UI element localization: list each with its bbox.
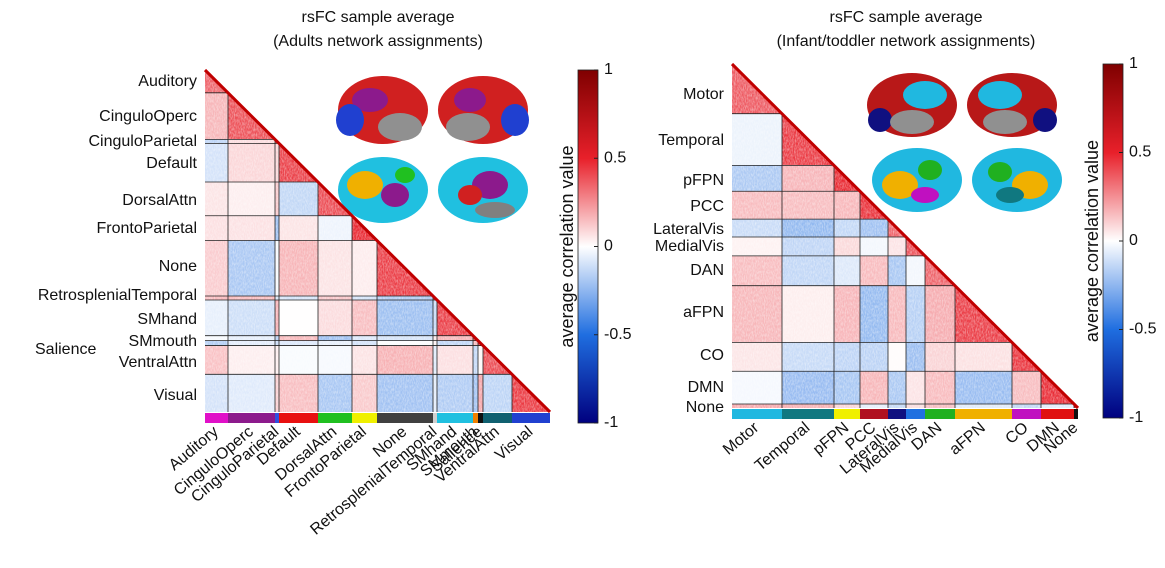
brain-inset-adult	[336, 76, 529, 223]
colorbar-tick-label: -1	[604, 414, 618, 431]
network-label-bottom: aFPN	[947, 419, 989, 458]
network-color	[782, 409, 834, 419]
network-color	[377, 413, 433, 423]
network-label: RetrosplenialTemporal	[38, 287, 197, 304]
colorbar-tick-label: -1	[1129, 409, 1143, 426]
network-label: SMmouth	[129, 333, 197, 350]
panel-title: rsFC sample average	[830, 9, 983, 26]
network-label: Salience	[35, 341, 96, 358]
network-label: DMN	[688, 379, 724, 396]
network-label: DAN	[690, 262, 724, 279]
network-label: None	[686, 399, 724, 416]
panel-title: rsFC sample average	[302, 9, 455, 26]
network-color	[860, 409, 888, 419]
colorbar-tick-label: 0.5	[1129, 144, 1151, 161]
brain-inset-infant	[867, 73, 1062, 212]
network-label: Visual	[154, 387, 197, 404]
network-color	[925, 409, 955, 419]
network-label: Auditory	[138, 73, 197, 90]
network-color	[318, 413, 352, 423]
network-color	[512, 413, 550, 423]
network-label: aFPN	[683, 304, 724, 321]
colorbar-tick-label: 0	[1129, 232, 1138, 249]
network-color	[1074, 409, 1078, 419]
network-color	[478, 413, 483, 423]
network-label: CinguloParietal	[88, 133, 197, 150]
network-label: pFPN	[683, 172, 724, 189]
panel-title: (Adults network assignments)	[273, 33, 483, 50]
network-label: Default	[146, 155, 197, 172]
network-color	[433, 413, 437, 423]
network-color	[352, 413, 377, 423]
network-color	[275, 413, 279, 423]
network-color	[906, 409, 925, 419]
network-color	[473, 413, 478, 423]
network-color	[437, 413, 473, 423]
network-label: VentralAttn	[119, 354, 197, 371]
colorbar-tick-label: 0	[604, 238, 613, 255]
network-color	[955, 409, 1012, 419]
panel-title: (Infant/toddler network assignments)	[777, 33, 1036, 50]
colorbar-tick-label: 1	[604, 61, 613, 78]
network-label-bottom: Visual	[492, 423, 536, 464]
network-label: FrontoParietal	[97, 220, 198, 237]
diagonal	[203, 68, 552, 414]
network-color	[228, 413, 275, 423]
network-label: CO	[700, 347, 724, 364]
network-label: CinguloOperc	[99, 108, 197, 125]
colorbar-label: average correlation value	[1082, 140, 1102, 342]
network-color	[1012, 409, 1041, 419]
network-label-bottom: Motor	[720, 419, 763, 459]
colorbar-label: average correlation value	[557, 145, 577, 347]
network-label: SMhand	[137, 311, 197, 328]
matrix-panel: rsFC sample average (Adults network assig…	[35, 9, 632, 538]
colorbar-tick-label: 0.5	[604, 149, 626, 166]
network-label: Motor	[683, 86, 725, 103]
network-label: DorsalAttn	[122, 192, 197, 209]
network-color	[834, 409, 860, 419]
network-color	[279, 413, 318, 423]
colorbar-tick-label: -0.5	[604, 326, 632, 343]
network-label: MedialVis	[655, 238, 724, 255]
colorbar-tick-label: -0.5	[1129, 321, 1157, 338]
network-color	[205, 413, 228, 423]
network-color	[483, 413, 512, 423]
diagonal	[730, 62, 1080, 410]
network-label: None	[159, 258, 197, 275]
network-label: PCC	[690, 198, 724, 215]
network-color	[888, 409, 906, 419]
network-color	[732, 409, 782, 419]
colorbar-tick-label: 1	[1129, 55, 1138, 72]
network-label: LateralVis	[653, 221, 724, 238]
network-label-bottom: Temporal	[752, 419, 813, 474]
network-color	[1041, 409, 1074, 419]
network-label: Temporal	[658, 132, 724, 149]
